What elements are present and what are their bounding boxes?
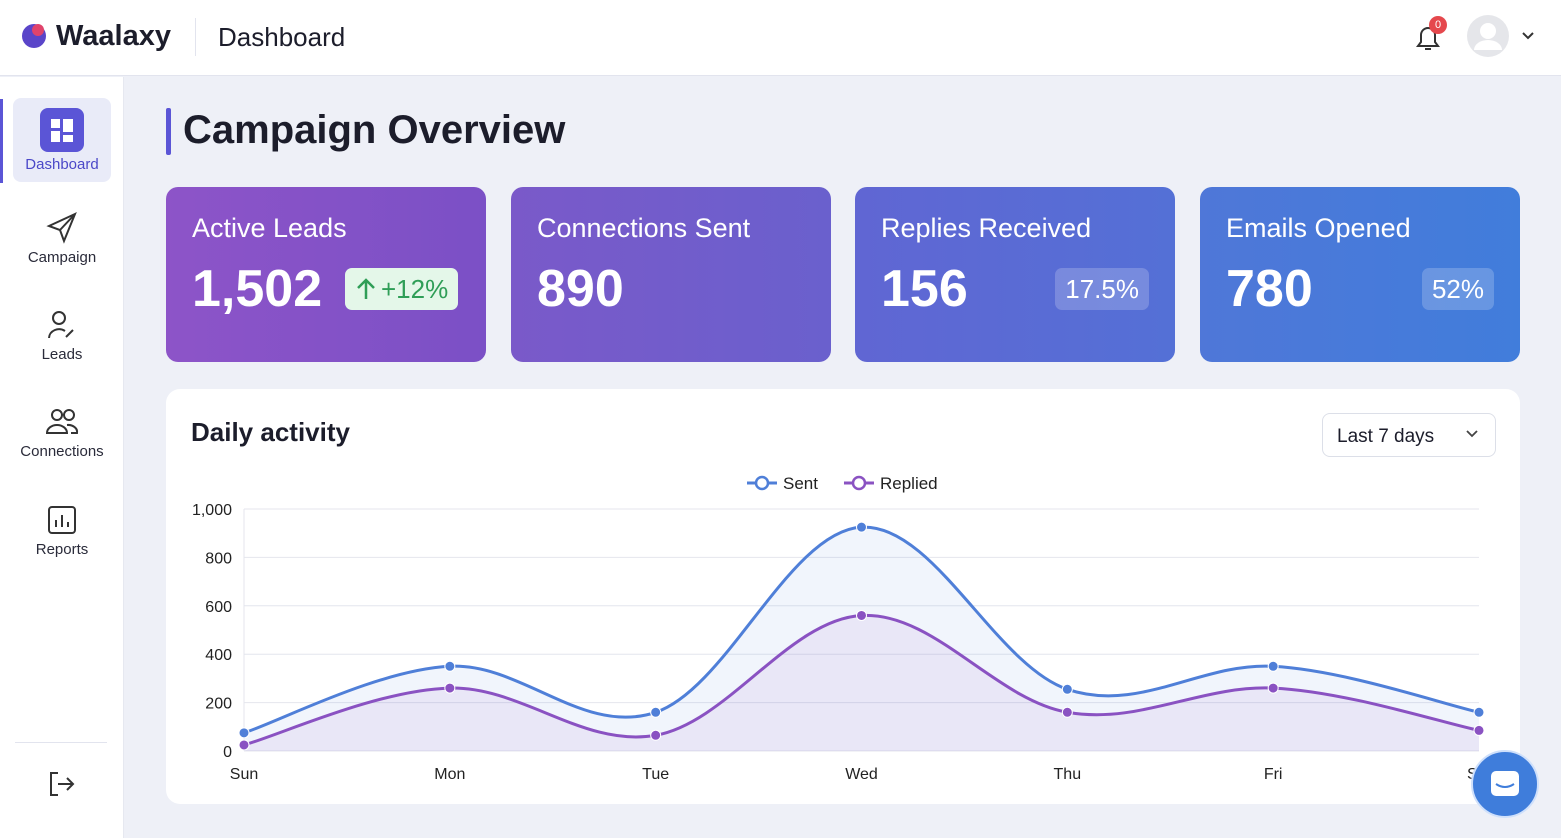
page-title: Campaign Overview — [183, 108, 566, 152]
card-badge: 17.5% — [1055, 268, 1149, 310]
page-name: Dashboard — [218, 22, 346, 52]
card-value: 156 — [881, 260, 968, 318]
y-tick-label: 400 — [205, 647, 232, 664]
icon — [48, 311, 74, 339]
brand: Waalaxy — [56, 20, 171, 52]
legend-item: Replied — [843, 474, 938, 493]
icon — [46, 212, 77, 244]
x-tick-label: Thu — [1054, 766, 1082, 783]
logout-icon[interactable] — [46, 769, 76, 799]
legend-marker — [754, 475, 770, 491]
data-point — [650, 706, 662, 718]
nav-label: Reports — [35, 541, 89, 558]
stat-card: Emails Opened 780 52% — [1200, 187, 1520, 362]
x-tick-label: Sun — [230, 766, 258, 783]
header: Waalaxy Dashboard 0 — [0, 0, 1561, 76]
x-tick-label: Tue — [642, 766, 669, 783]
stat-card: Replies Received 156 17.5% — [855, 187, 1175, 362]
card-value: 780 — [1226, 260, 1313, 318]
data-point — [1473, 724, 1485, 736]
data-point — [1267, 682, 1279, 694]
y-tick-label: 600 — [205, 599, 232, 616]
card-label: Emails Opened — [1226, 213, 1411, 243]
chat-button[interactable] — [1471, 750, 1541, 820]
nav-dashboard[interactable]: Dashboard — [13, 98, 111, 182]
series-area — [244, 527, 1479, 751]
legend-label: Replied — [880, 474, 938, 493]
stat-card: Active Leads 1,502 +12% — [166, 187, 486, 362]
card-badge: +12% — [345, 268, 459, 310]
data-point — [1473, 706, 1485, 718]
card-label: Connections Sent — [537, 213, 751, 243]
badge-text: +12% — [381, 274, 449, 304]
legend-label: Sent — [783, 474, 818, 493]
title-accent — [166, 108, 171, 155]
x-tick-label: Wed — [845, 766, 878, 783]
data-point — [856, 521, 867, 533]
data-point — [1061, 683, 1073, 695]
nav-campaign[interactable]: Campaign — [13, 201, 111, 285]
card-badge: 52% — [1421, 268, 1494, 310]
x-tick-label: Fri — [1264, 766, 1283, 783]
card-value: 890 — [537, 260, 624, 318]
data-point — [856, 609, 867, 621]
y-tick-label: 200 — [205, 696, 232, 713]
data-point — [444, 660, 456, 672]
x-tick-label: Mon — [434, 766, 465, 783]
avatar[interactable] — [1466, 14, 1546, 60]
stat-card: Connections Sent 890 — [511, 187, 831, 362]
y-tick-label: 1,000 — [192, 502, 232, 519]
notification-badge: 0 — [1429, 16, 1447, 34]
card-value: 1,502 — [192, 260, 323, 318]
icon — [40, 108, 84, 152]
divider — [15, 742, 107, 743]
legend-item: Sent — [747, 474, 818, 493]
data-point — [444, 682, 456, 694]
chart: 02004006008001,000SunMonTueWedThuFriSatS… — [192, 474, 1492, 783]
select-text: Last 7 days — [1337, 426, 1435, 447]
icon — [45, 409, 79, 434]
y-tick-label: 0 — [223, 744, 232, 761]
legend-marker — [851, 475, 867, 491]
data-point — [238, 739, 250, 751]
nav-label: Leads — [41, 346, 83, 363]
sidebar: Dashboard Campaign Leads Connections Rep… — [0, 77, 124, 838]
data-point — [1267, 660, 1279, 672]
nav-label: Dashboard — [25, 156, 99, 173]
logo — [22, 24, 46, 48]
active-indicator — [0, 99, 3, 183]
nav-connections[interactable]: Connections — [13, 395, 111, 479]
nav-label: Connections — [20, 443, 104, 460]
chart-panel: Daily activity Last 7 days — [166, 389, 1520, 804]
nav-label: Campaign — [27, 249, 97, 266]
nav-leads[interactable]: Leads — [13, 298, 111, 382]
data-point — [238, 727, 250, 739]
data-point — [650, 729, 662, 741]
nav-reports[interactable]: Reports — [13, 493, 111, 577]
icon — [48, 506, 76, 534]
data-point — [1061, 706, 1073, 718]
range-select[interactable]: Last 7 days — [1322, 413, 1496, 457]
y-tick-label: 800 — [205, 550, 232, 567]
card-label: Active Leads — [192, 213, 347, 243]
divider — [195, 18, 196, 56]
panel-title: Daily activity — [191, 417, 350, 447]
card-label: Replies Received — [881, 213, 1092, 243]
